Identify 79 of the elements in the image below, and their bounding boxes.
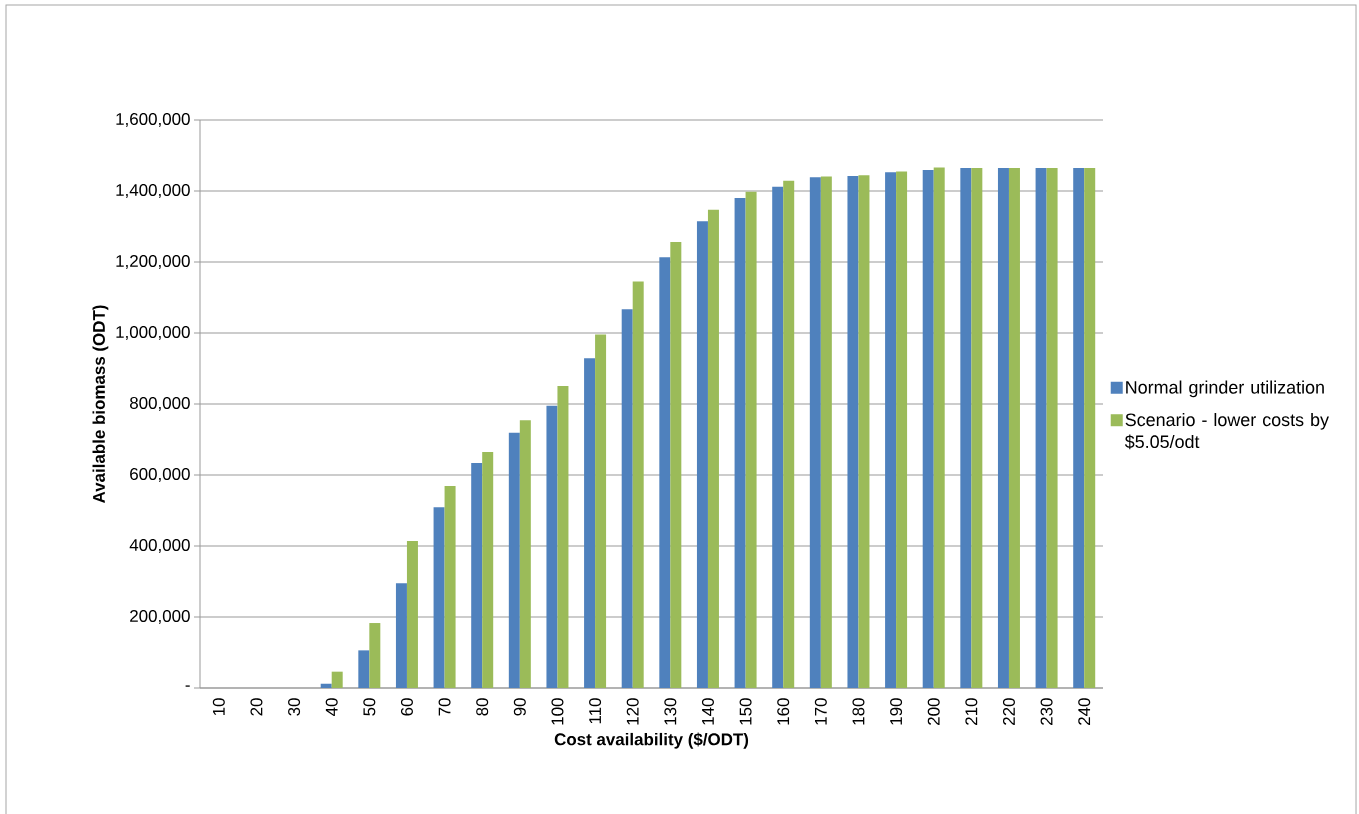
x-tick-label: 230 — [1040, 698, 1053, 725]
bar — [358, 650, 370, 688]
x-axis-title: Cost availability ($/ODT) — [554, 732, 749, 749]
y-tick-label: 1,200,000 — [116, 254, 190, 269]
bar — [1084, 167, 1096, 688]
y-axis-title: Available biomass (ODT) — [92, 305, 109, 504]
bar — [885, 172, 897, 688]
bar — [519, 420, 531, 688]
bar — [369, 623, 381, 688]
bar — [997, 167, 1009, 688]
legend-label: Scenario - lower costs by $5.05/odt — [1124, 412, 1329, 450]
x-tick-label: 60 — [400, 698, 413, 716]
y-tick-label: 400,000 — [129, 539, 190, 553]
bar — [847, 176, 859, 688]
bar — [783, 180, 795, 688]
x-tick-label: 240 — [1078, 698, 1091, 725]
bar — [621, 309, 633, 688]
x-tick-label: 50 — [363, 698, 376, 716]
y-tick-label: 600,000 — [130, 467, 190, 482]
bar — [772, 186, 784, 688]
bar — [820, 176, 832, 688]
x-tick-label: 80 — [476, 698, 489, 716]
x-tick-label: 120 — [626, 698, 639, 725]
bar — [960, 167, 972, 688]
bar — [632, 281, 644, 688]
x-tick-label: 180 — [852, 698, 865, 725]
bar — [406, 541, 418, 688]
x-tick-label: 40 — [325, 698, 338, 716]
y-tick-label: 200,000 — [130, 610, 190, 624]
bar — [557, 385, 569, 688]
x-tick-label: 130 — [664, 698, 677, 725]
bar — [971, 167, 983, 688]
x-tick-label: 30 — [288, 698, 301, 716]
legend-label: Normal grinder utilization — [1126, 380, 1324, 398]
x-tick-label: 170 — [814, 698, 827, 725]
bar — [734, 198, 746, 688]
y-tick-label: 1,400,000 — [116, 183, 190, 198]
bar — [707, 209, 719, 688]
bar — [444, 486, 456, 688]
bar — [922, 170, 934, 688]
x-tick-label: 210 — [965, 698, 978, 725]
bar — [670, 242, 682, 688]
x-tick-label: 90 — [513, 698, 526, 716]
bar — [1046, 167, 1058, 688]
x-tick-label: 110 — [589, 698, 602, 724]
bar — [508, 432, 520, 688]
x-tick-label: 140 — [701, 698, 714, 725]
bar — [809, 177, 821, 688]
x-tick-label: 70 — [438, 698, 451, 716]
bar — [595, 334, 607, 688]
x-tick-label: 20 — [250, 698, 263, 716]
bar — [471, 462, 483, 688]
bar — [858, 175, 870, 688]
x-tick-label: 190 — [890, 698, 903, 725]
y-tick-label: 1,000,000 — [116, 325, 190, 340]
bar — [933, 167, 945, 688]
x-tick-label: 200 — [927, 698, 940, 725]
bar — [482, 451, 494, 688]
bar — [696, 221, 708, 688]
bar — [1035, 167, 1047, 688]
bar — [745, 191, 757, 688]
bar — [1073, 167, 1085, 688]
x-tick-label: 160 — [777, 698, 790, 725]
x-tick-label: 150 — [739, 698, 752, 725]
bar — [896, 171, 908, 688]
bar — [546, 405, 558, 688]
bar — [395, 583, 407, 688]
y-tick-label: 1,600,000 — [116, 112, 190, 127]
x-tick-label: 220 — [1002, 698, 1015, 725]
y-tick-label: - — [185, 685, 190, 687]
x-tick-label: 100 — [551, 698, 564, 725]
bar — [1008, 167, 1020, 688]
bar — [331, 671, 343, 688]
x-tick-label: 10 — [212, 698, 225, 716]
bar — [659, 257, 671, 688]
bar — [433, 507, 445, 688]
y-tick-label: 800,000 — [130, 396, 190, 411]
bar — [320, 683, 332, 688]
bar — [584, 358, 596, 688]
